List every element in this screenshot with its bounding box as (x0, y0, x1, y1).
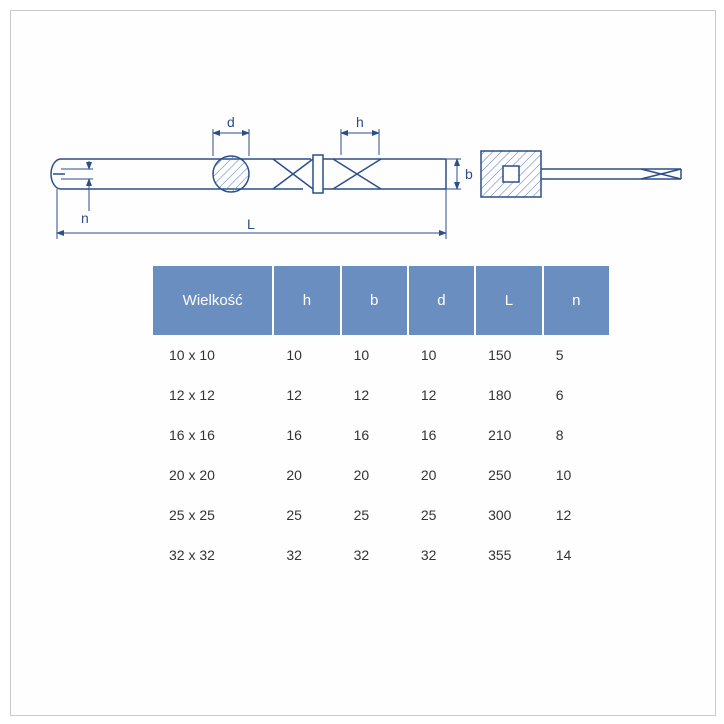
dimensions-table: WielkośćhbdLn 10 x 10101010150512 x 1212… (151, 266, 611, 575)
diagram-svg: d h b n (41, 111, 701, 261)
table-cell: 20 (342, 455, 407, 495)
table-row: 20 x 2020202025010 (153, 455, 609, 495)
table-cell: 5 (544, 335, 609, 375)
table-cell: 250 (476, 455, 542, 495)
table-cell: 12 x 12 (153, 375, 272, 415)
table-row: 12 x 121212121806 (153, 375, 609, 415)
table-cell: 180 (476, 375, 542, 415)
technical-diagram: d h b n (41, 111, 701, 241)
table-cell: 16 (409, 415, 474, 455)
table-cell: 12 (342, 375, 407, 415)
table-header-row: WielkośćhbdLn (153, 266, 609, 335)
table-row: 25 x 2525252530012 (153, 495, 609, 535)
table-cell: 12 (409, 375, 474, 415)
table-cell: 10 (544, 455, 609, 495)
table-cell: 25 (409, 495, 474, 535)
table-row: 10 x 101010101505 (153, 335, 609, 375)
table-cell: 16 (342, 415, 407, 455)
table-cell: 210 (476, 415, 542, 455)
table-cell: 20 x 20 (153, 455, 272, 495)
table-cell: 6 (544, 375, 609, 415)
table-cell: 10 (342, 335, 407, 375)
table-cell: 32 (274, 535, 339, 575)
table-cell: 150 (476, 335, 542, 375)
table-cell: 16 x 16 (153, 415, 272, 455)
label-h: h (356, 114, 364, 130)
table-cell: 25 x 25 (153, 495, 272, 535)
card-frame: d h b n (10, 10, 716, 716)
label-b: b (465, 166, 473, 182)
table-header-cell: L (476, 266, 542, 335)
table-cell: 14 (544, 535, 609, 575)
spec-table: WielkośćhbdLn 10 x 10101010150512 x 1212… (151, 266, 611, 575)
table-cell: 12 (274, 375, 339, 415)
table-header-cell: Wielkość (153, 266, 272, 335)
table-row: 32 x 3232323235514 (153, 535, 609, 575)
table-cell: 25 (274, 495, 339, 535)
label-L: L (247, 216, 255, 232)
table-cell: 355 (476, 535, 542, 575)
table-cell: 20 (274, 455, 339, 495)
table-header-cell: h (274, 266, 339, 335)
table-cell: 32 (342, 535, 407, 575)
table-cell: 10 (409, 335, 474, 375)
table-header-cell: d (409, 266, 474, 335)
table-cell: 10 x 10 (153, 335, 272, 375)
table-header-cell: b (342, 266, 407, 335)
table-cell: 12 (544, 495, 609, 535)
table-row: 16 x 161616162108 (153, 415, 609, 455)
table-cell: 300 (476, 495, 542, 535)
table-cell: 8 (544, 415, 609, 455)
table-cell: 20 (409, 455, 474, 495)
table-body: 10 x 10101010150512 x 12121212180616 x 1… (153, 335, 609, 575)
table-cell: 16 (274, 415, 339, 455)
table-cell: 32 x 32 (153, 535, 272, 575)
label-n: n (81, 210, 89, 226)
table-cell: 25 (342, 495, 407, 535)
label-d: d (227, 114, 235, 130)
table-header-cell: n (544, 266, 609, 335)
table-cell: 10 (274, 335, 339, 375)
table-cell: 32 (409, 535, 474, 575)
